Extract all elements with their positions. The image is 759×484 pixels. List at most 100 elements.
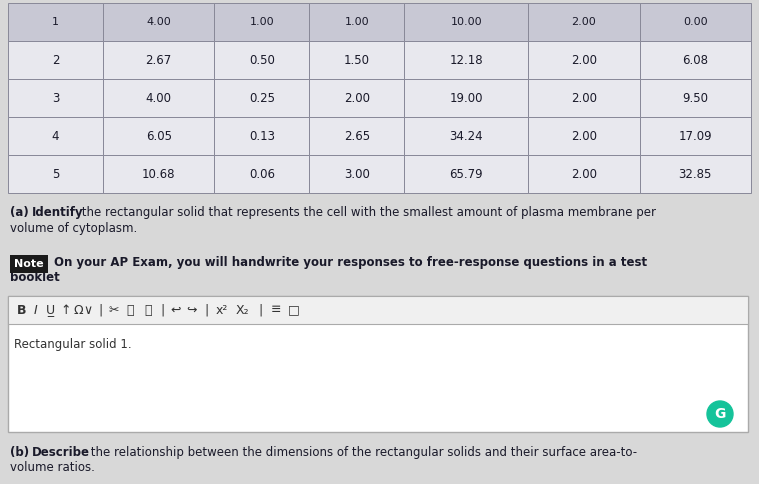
- Bar: [528, 155, 640, 193]
- Text: 4: 4: [52, 130, 59, 142]
- Text: ↩: ↩: [171, 303, 181, 317]
- Text: Identify: Identify: [32, 206, 83, 219]
- Circle shape: [707, 401, 733, 427]
- Bar: [214, 3, 310, 41]
- Text: ∨: ∨: [83, 303, 93, 317]
- Text: 1.00: 1.00: [250, 17, 274, 27]
- Text: (a): (a): [10, 206, 33, 219]
- Bar: [214, 117, 310, 155]
- Bar: [8, 3, 103, 41]
- Bar: [214, 79, 310, 117]
- Bar: [528, 41, 640, 79]
- Bar: [103, 79, 214, 117]
- Text: I: I: [34, 303, 38, 317]
- Text: 4.00: 4.00: [146, 17, 171, 27]
- Text: □: □: [288, 303, 300, 317]
- Text: |: |: [98, 303, 102, 317]
- Text: 2.00: 2.00: [571, 54, 597, 66]
- Text: 2.00: 2.00: [571, 130, 597, 142]
- Text: 19.00: 19.00: [449, 91, 483, 105]
- Bar: [310, 117, 405, 155]
- Bar: [528, 3, 640, 41]
- Text: ≡: ≡: [271, 303, 282, 317]
- Text: 0.25: 0.25: [249, 91, 275, 105]
- Bar: [405, 79, 528, 117]
- Text: 6.05: 6.05: [146, 130, 172, 142]
- Text: 4.00: 4.00: [146, 91, 172, 105]
- Bar: [405, 41, 528, 79]
- Text: 2.00: 2.00: [344, 91, 370, 105]
- Text: 32.85: 32.85: [679, 167, 712, 181]
- Text: 65.79: 65.79: [449, 167, 483, 181]
- Bar: [405, 155, 528, 193]
- Text: ↑: ↑: [61, 303, 71, 317]
- Text: 0.50: 0.50: [249, 54, 275, 66]
- Text: G: G: [714, 407, 726, 421]
- Bar: [405, 117, 528, 155]
- Text: ↪: ↪: [187, 303, 197, 317]
- Text: booklet: booklet: [10, 271, 60, 284]
- Text: 3.00: 3.00: [344, 167, 370, 181]
- Bar: [405, 3, 528, 41]
- Bar: [8, 296, 748, 324]
- Text: Ω: Ω: [73, 303, 83, 317]
- Text: Rectangular solid 1.: Rectangular solid 1.: [14, 338, 131, 351]
- Bar: [8, 155, 103, 193]
- Bar: [310, 155, 405, 193]
- Text: 12.18: 12.18: [449, 54, 483, 66]
- Bar: [214, 155, 310, 193]
- Text: 2: 2: [52, 54, 59, 66]
- Bar: [214, 41, 310, 79]
- Text: 6.08: 6.08: [682, 54, 708, 66]
- Bar: [528, 117, 640, 155]
- Bar: [640, 155, 751, 193]
- Text: 17.09: 17.09: [679, 130, 712, 142]
- Text: 2.65: 2.65: [344, 130, 370, 142]
- Text: 0.00: 0.00: [683, 17, 707, 27]
- Text: On your AP Exam, you will handwrite your responses to free-response questions in: On your AP Exam, you will handwrite your…: [54, 256, 647, 269]
- Text: 2.67: 2.67: [146, 54, 172, 66]
- Text: ⎕: ⎕: [126, 303, 134, 317]
- Text: |: |: [258, 303, 262, 317]
- Text: X₂: X₂: [235, 303, 249, 317]
- Text: 34.24: 34.24: [449, 130, 483, 142]
- Text: 2.00: 2.00: [571, 167, 597, 181]
- Bar: [640, 3, 751, 41]
- Bar: [103, 117, 214, 155]
- Bar: [528, 79, 640, 117]
- Bar: [103, 3, 214, 41]
- Text: |: |: [160, 303, 164, 317]
- Bar: [8, 79, 103, 117]
- Text: the relationship between the dimensions of the rectangular solids and their surf: the relationship between the dimensions …: [87, 446, 637, 459]
- Text: 0.13: 0.13: [249, 130, 275, 142]
- Bar: [640, 117, 751, 155]
- Text: B: B: [17, 303, 27, 317]
- Text: 2.00: 2.00: [572, 17, 597, 27]
- Text: (b): (b): [10, 446, 33, 459]
- Text: Note: Note: [14, 259, 44, 269]
- Text: volume of cytoplasm.: volume of cytoplasm.: [10, 222, 137, 235]
- Text: ✂: ✂: [109, 303, 119, 317]
- Bar: [310, 79, 405, 117]
- Text: volume ratios.: volume ratios.: [10, 461, 95, 474]
- Text: ⎘: ⎘: [144, 303, 152, 317]
- Bar: [8, 296, 748, 432]
- Bar: [8, 41, 103, 79]
- Bar: [10, 255, 48, 273]
- Text: 1.50: 1.50: [344, 54, 370, 66]
- Bar: [8, 117, 103, 155]
- Text: 1.00: 1.00: [345, 17, 369, 27]
- Text: x²: x²: [216, 303, 228, 317]
- Text: 5: 5: [52, 167, 59, 181]
- Text: 3: 3: [52, 91, 59, 105]
- Text: 9.50: 9.50: [682, 91, 708, 105]
- Text: U̲: U̲: [46, 303, 55, 317]
- Bar: [310, 41, 405, 79]
- Bar: [103, 41, 214, 79]
- Bar: [103, 155, 214, 193]
- Bar: [640, 79, 751, 117]
- Text: 1: 1: [52, 17, 59, 27]
- Bar: [310, 3, 405, 41]
- Text: 2.00: 2.00: [571, 91, 597, 105]
- Text: 0.06: 0.06: [249, 167, 275, 181]
